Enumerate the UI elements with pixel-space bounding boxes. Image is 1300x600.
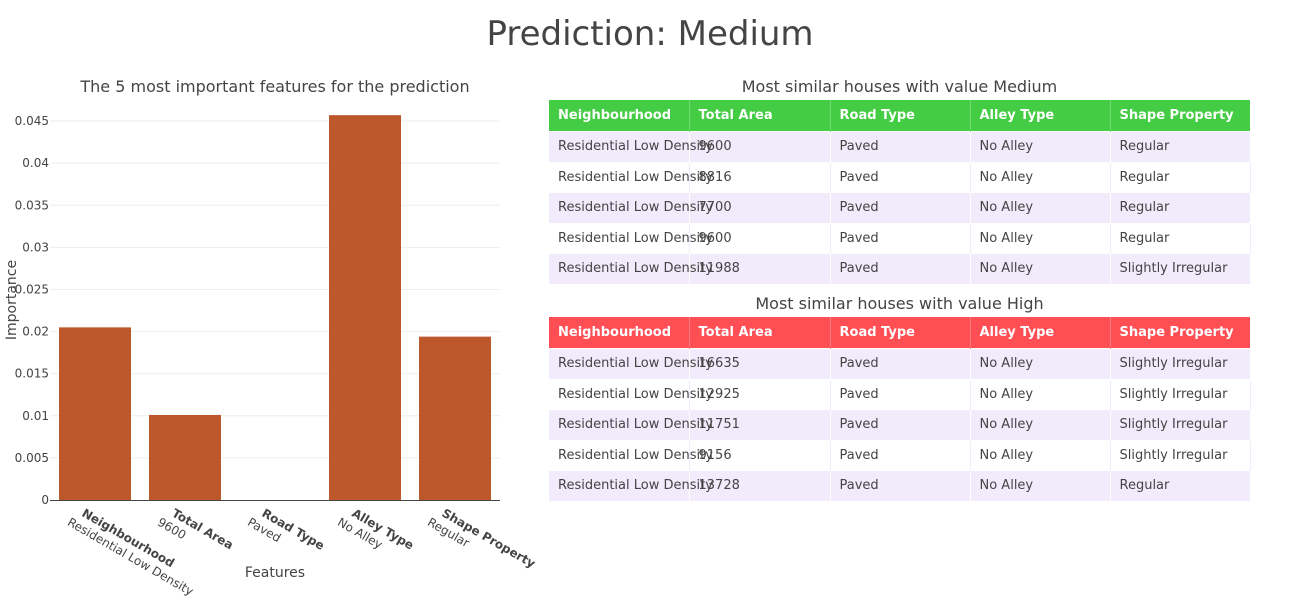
table-cell: 9156 [689, 439, 831, 471]
table-cell: No Alley [970, 192, 1111, 223]
table-cell: No Alley [970, 409, 1111, 440]
medium-similar-houses-table: Neighbourhood Total Area Road Type Alley Ty… [549, 100, 1251, 284]
y-tick-label: 0.01 [22, 409, 49, 423]
column-header: Total Area [689, 317, 831, 349]
table-cell: No Alley [970, 439, 1111, 471]
table-cell: No Alley [970, 131, 1111, 162]
table-cell: Slightly Irregular [1110, 439, 1251, 471]
table-cell: Residential Low Density [549, 378, 713, 410]
y-tick-label: 0.015 [15, 367, 49, 381]
table-cell: Regular [1110, 161, 1251, 193]
table-cell: Paved [830, 192, 971, 223]
y-tick-label: 0.005 [15, 451, 49, 465]
table-row: Residential Low Density 9156 Paved No Alley… [549, 439, 1251, 471]
table-cell: Residential Low Density [549, 409, 713, 440]
table-cell: 11751 [689, 409, 831, 440]
table-cell: Regular [1110, 192, 1251, 223]
table-cell: 13728 [689, 470, 831, 501]
table-cell: Regular [1110, 222, 1251, 254]
table-cell: Residential Low Density [549, 253, 713, 284]
column-header: Neighbourhood [549, 100, 690, 132]
table-cell: Paved [830, 131, 971, 162]
table-cell: Paved [830, 439, 971, 471]
column-header: Road Type [830, 317, 971, 349]
page-title: Prediction: Medium [486, 14, 814, 54]
y-tick-label: 0.03 [22, 240, 49, 254]
bar [149, 414, 221, 500]
table-cell: Regular [1110, 131, 1251, 162]
bar [419, 336, 491, 500]
table-cell: Slightly Irregular [1110, 409, 1251, 440]
y-tick-label: 0.035 [15, 198, 49, 212]
table-row: Residential Low Density 9600 Paved No Alley… [549, 131, 1251, 162]
bar [329, 115, 401, 500]
y-tick-label: 0 [41, 493, 49, 507]
high-similar-houses-table: Neighbourhood Total Area Road Type Alley Ty… [549, 317, 1251, 501]
column-header: Shape Property [1110, 100, 1251, 132]
table-cell: No Alley [970, 222, 1111, 254]
table-cell: Paved [830, 409, 971, 440]
table-cell: Paved [830, 470, 971, 501]
column-header: Alley Type [970, 317, 1111, 349]
column-header: Road Type [830, 100, 971, 132]
table-cell: 16635 [689, 348, 831, 379]
table-header-row: Neighbourhood Total Area Road Type Alley Ty… [549, 317, 1251, 349]
table-row: Residential Low Density 12925 Paved No Alle… [549, 378, 1251, 410]
table-cell: Paved [830, 378, 971, 410]
y-tick-label: 0.045 [15, 114, 49, 128]
table-cell: Residential Low Density [549, 439, 713, 471]
table-row: Residential Low Density 11751 Paved No Alle… [549, 409, 1251, 440]
table-header-row: Neighbourhood Total Area Road Type Alley Ty… [549, 100, 1251, 132]
table-cell: Slightly Irregular [1110, 378, 1251, 410]
high-table-title: Most similar houses with value High [755, 294, 1044, 313]
table-cell: Paved [830, 161, 971, 193]
table-cell: Slightly Irregular [1110, 348, 1251, 379]
bar [59, 327, 131, 500]
y-tick-label: 0.025 [15, 282, 49, 296]
table-cell: 9600 [689, 222, 831, 254]
x-axis-title: Features [245, 565, 305, 581]
table-row: Residential Low Density 13728 Paved No Alle… [549, 470, 1251, 501]
column-header: Shape Property [1110, 317, 1251, 349]
table-cell: 8816 [689, 161, 831, 193]
y-tick-label: 0.04 [22, 156, 49, 170]
table-cell: Residential Low Density [549, 192, 713, 223]
table-cell: Paved [830, 253, 971, 284]
table-cell: 9600 [689, 131, 831, 162]
y-axis-title: Importance [4, 260, 20, 340]
table-row: Residential Low Density 8816 Paved No Alley… [549, 161, 1251, 193]
column-header: Total Area [689, 100, 831, 132]
y-tick-label: 0.02 [22, 325, 49, 339]
table-cell: Residential Low Density [549, 161, 713, 193]
chart-title: The 5 most important features for the pr… [80, 77, 470, 96]
table-row: Residential Low Density 16635 Paved No Alle… [549, 348, 1251, 379]
table-cell: Residential Low Density [549, 222, 713, 254]
table-cell: Residential Low Density [549, 470, 713, 501]
medium-table-title: Most similar houses with value Medium [741, 77, 1058, 96]
table-cell: No Alley [970, 161, 1111, 193]
column-header: Neighbourhood [549, 317, 690, 349]
column-header: Alley Type [970, 100, 1111, 132]
feature-importance-chart: 0 0.005 0.01 0.015 0.02 0.025 0.03 0.035 0.04 0.0… [4, 114, 538, 598]
table-cell: No Alley [970, 253, 1111, 284]
table-cell: Slightly Irregular [1110, 253, 1251, 284]
table-row: Residential Low Density 11988 Paved No Alle… [549, 253, 1251, 284]
table-cell: 7700 [689, 192, 831, 223]
table-cell: No Alley [970, 470, 1111, 501]
table-cell: 12925 [689, 378, 831, 410]
table-cell: No Alley [970, 378, 1111, 410]
table-cell: Paved [830, 222, 971, 254]
table-cell: Residential Low Density [549, 348, 713, 379]
table-row: Residential Low Density 9600 Paved No Alley… [549, 222, 1251, 254]
table-cell: No Alley [970, 348, 1111, 379]
table-row: Residential Low Density 7700 Paved No Alley… [549, 192, 1251, 223]
table-cell: Residential Low Density [549, 131, 713, 162]
table-cell: Regular [1110, 470, 1251, 501]
table-cell: Paved [830, 348, 971, 379]
table-cell: 11988 [689, 253, 831, 284]
